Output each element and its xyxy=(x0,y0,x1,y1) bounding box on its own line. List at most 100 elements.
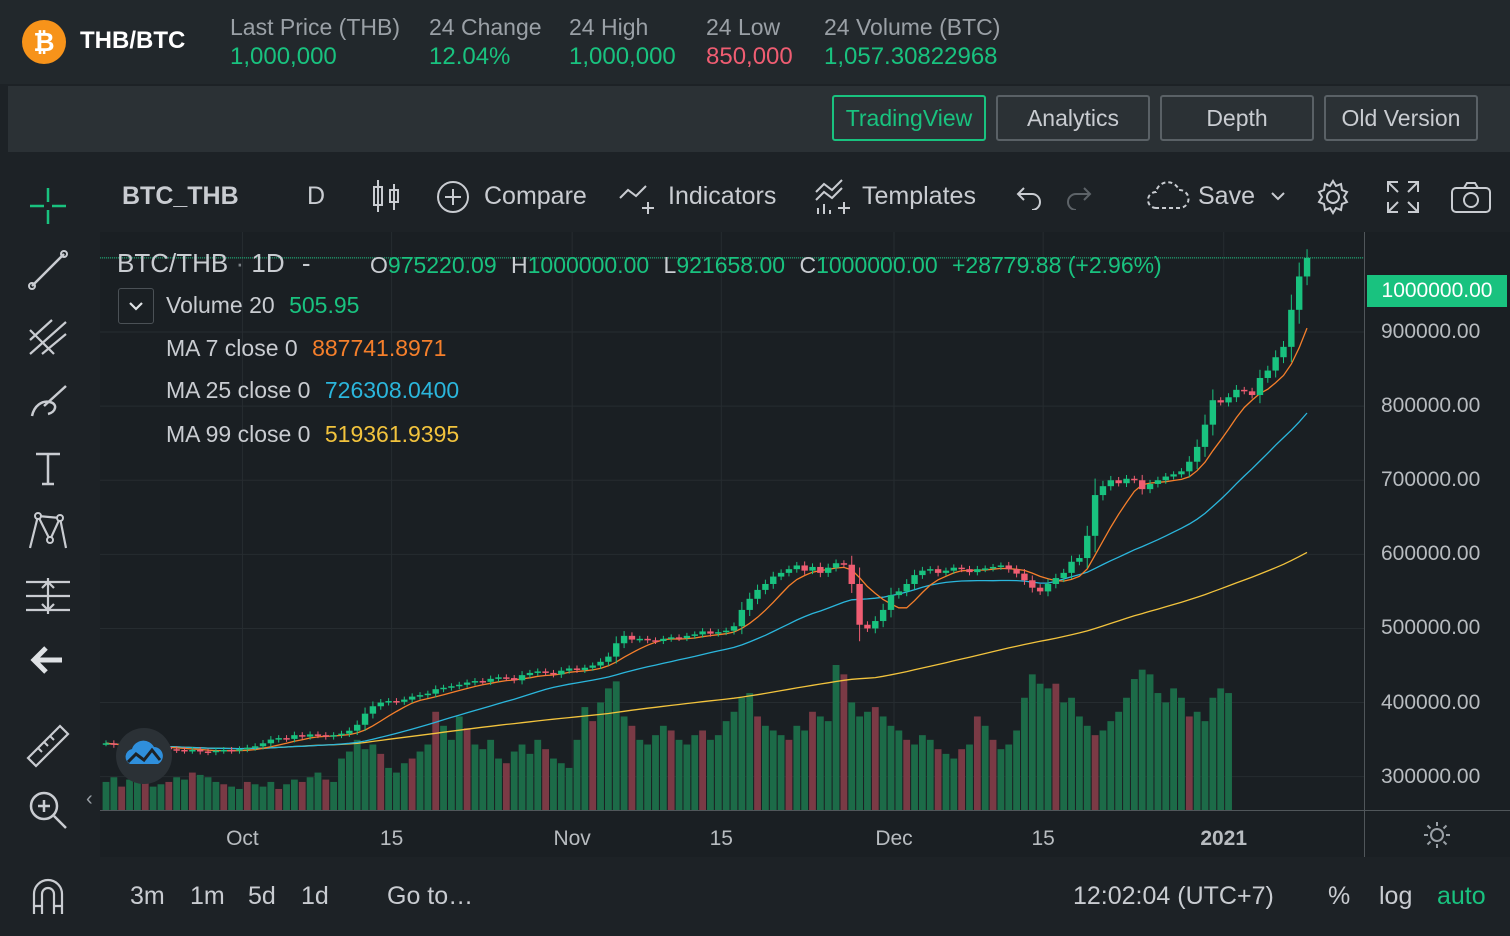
candle-body xyxy=(558,670,565,675)
time-tick-label: 15 xyxy=(1031,827,1055,850)
candle-body xyxy=(668,637,675,639)
legend-close: 1000000.00 xyxy=(816,252,938,278)
go-to-date-button[interactable]: Go to… xyxy=(387,882,474,910)
range-1m[interactable]: 1m xyxy=(190,882,225,910)
range-1d[interactable]: 1d xyxy=(301,882,329,910)
volume-bar xyxy=(251,784,259,810)
volume-bar xyxy=(832,665,840,810)
candle xyxy=(683,632,691,642)
volume-bar xyxy=(1013,730,1020,810)
crosshair-icon[interactable] xyxy=(22,180,74,232)
price-axis[interactable]: 900000.00 800000.00 700000.00 600000.00 5000… xyxy=(1364,232,1510,810)
prediction-measure-icon[interactable] xyxy=(22,570,74,622)
candle-body xyxy=(503,677,510,679)
ruler-icon[interactable] xyxy=(22,720,74,772)
sun-theme-icon[interactable] xyxy=(1423,821,1451,849)
text-tool-icon[interactable] xyxy=(22,442,74,494)
candle xyxy=(966,565,973,576)
candle xyxy=(1288,294,1295,363)
market-pair[interactable]: THB/BTC xyxy=(80,27,186,54)
zoom-in-icon[interactable] xyxy=(22,784,74,836)
candle xyxy=(197,747,204,755)
candle-body xyxy=(777,572,785,577)
pattern-icon[interactable] xyxy=(22,506,74,558)
chevron-down-icon[interactable] xyxy=(1270,190,1286,202)
range-3m[interactable]: 3m xyxy=(130,882,165,910)
candle xyxy=(283,735,290,742)
pitchfork-icon[interactable] xyxy=(22,310,74,362)
range-5d[interactable]: 5d xyxy=(248,882,276,910)
candle xyxy=(416,692,424,700)
tab-analytics[interactable]: Analytics xyxy=(996,95,1150,141)
indicators-icon xyxy=(619,185,654,214)
candle xyxy=(801,561,808,575)
tab-depth[interactable]: Depth xyxy=(1160,95,1314,141)
candle xyxy=(691,631,698,639)
candle xyxy=(440,684,447,693)
percent-scale-toggle[interactable]: % xyxy=(1328,882,1351,910)
candle-body xyxy=(377,702,384,707)
camera-icon[interactable] xyxy=(1450,180,1492,214)
trend-line-icon[interactable] xyxy=(22,244,74,296)
price-tick-label: 400000.00 xyxy=(1381,690,1481,714)
log-scale-toggle[interactable]: log xyxy=(1379,882,1413,910)
volume-bar xyxy=(204,777,212,810)
candle-body xyxy=(291,735,298,739)
candle xyxy=(1115,476,1122,487)
candle xyxy=(1021,569,1028,585)
back-arrow-icon[interactable] xyxy=(22,634,74,686)
auto-scale-toggle[interactable]: auto xyxy=(1437,882,1486,910)
candle-body xyxy=(628,635,636,640)
clock-readout[interactable]: 12:02:04 (UTC+7) xyxy=(1073,882,1274,910)
volume-bar xyxy=(934,749,942,810)
redo-icon[interactable] xyxy=(1064,184,1094,210)
volume-bar xyxy=(181,779,188,810)
tab-tradingview[interactable]: TradingView xyxy=(832,95,986,141)
undo-icon[interactable] xyxy=(1014,184,1044,210)
time-axis[interactable]: Oct 15 Nov 15 Dec 15 2021 xyxy=(100,810,1364,857)
magnet-icon[interactable] xyxy=(22,870,74,922)
candle xyxy=(432,685,439,698)
candle-body xyxy=(565,668,573,671)
legend-o-label: O xyxy=(370,252,388,278)
gear-icon[interactable] xyxy=(1314,178,1352,216)
volume-bar xyxy=(636,739,644,810)
symbol-search[interactable]: BTC_THB xyxy=(122,182,239,210)
volume-bar xyxy=(605,688,612,810)
volume-bar xyxy=(895,730,903,810)
tab-old-version[interactable]: Old Version xyxy=(1324,95,1478,141)
legend-ma99[interactable]: MA 99 close 0 519361.9395 xyxy=(166,421,459,448)
candle-body xyxy=(1091,495,1099,536)
brush-icon[interactable] xyxy=(22,376,74,428)
volume-bar xyxy=(102,781,110,810)
price-tick-label: 300000.00 xyxy=(1381,764,1481,788)
volume-bar xyxy=(353,739,361,810)
candle xyxy=(840,560,848,568)
volume-bar xyxy=(228,786,235,810)
candle-body xyxy=(1107,480,1114,487)
collapse-legend-button[interactable] xyxy=(118,288,154,324)
candle-body xyxy=(518,675,526,681)
fullscreen-icon[interactable] xyxy=(1386,180,1420,214)
candle-body xyxy=(660,638,667,642)
candle-body xyxy=(675,637,683,639)
chart-bottom-bar: 3m 1m 5d 1d Go to… 12:02:04 (UTC+7) % lo… xyxy=(100,862,1510,928)
legend-volume[interactable]: Volume 20 505.95 xyxy=(166,292,359,319)
candle-body xyxy=(1162,476,1169,481)
volume-bar xyxy=(1044,688,1052,810)
candle xyxy=(401,696,408,705)
candle xyxy=(259,740,267,750)
price-chart-pane[interactable]: BTC/THB · 1D - O975220.09 H1000000.00 L9… xyxy=(86,232,1364,810)
interval-select[interactable]: D xyxy=(307,182,326,210)
candle-body xyxy=(919,570,926,576)
volume-bar xyxy=(432,711,440,810)
candle xyxy=(299,732,306,740)
stat-24-low: 24 Low 850,000 xyxy=(706,14,793,71)
candlestick-chart[interactable] xyxy=(100,232,1364,810)
scroll-left-button[interactable]: ‹ xyxy=(86,788,93,810)
legend-ma25[interactable]: MA 25 close 0 726308.0400 xyxy=(166,377,459,404)
series-legend: BTC/THB · 1D - xyxy=(117,248,311,279)
legend-ma7[interactable]: MA 7 close 0 887741.8971 xyxy=(166,335,446,362)
candles-chart-type-icon[interactable] xyxy=(370,178,402,214)
stat-label: 24 Change xyxy=(429,14,542,40)
